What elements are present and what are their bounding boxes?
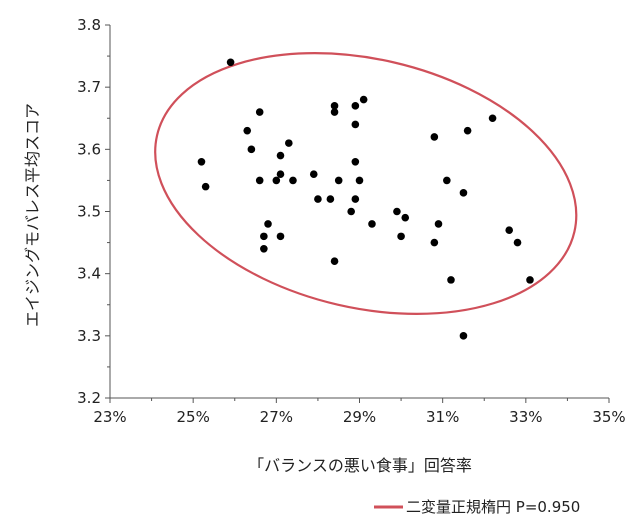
- data-point: [334, 176, 343, 185]
- x-tick-label: 35%: [592, 408, 625, 426]
- data-point: [276, 170, 285, 178]
- data-point: [330, 257, 339, 266]
- data-point: [330, 102, 339, 110]
- plot-frame: [109, 25, 609, 399]
- data-point: [447, 276, 455, 284]
- data-point: [393, 207, 401, 216]
- data-point: [430, 238, 439, 247]
- ellipse-layer: [154, 52, 578, 315]
- y-axis-ticks: 3.2 3.3 3.4 3.5 3.6 3.7 3.8: [77, 16, 110, 407]
- data-point: [330, 108, 339, 116]
- data-point: [397, 232, 405, 241]
- data-point: [260, 245, 268, 253]
- x-tick-label: 29%: [343, 408, 376, 426]
- data-point: [443, 176, 451, 185]
- y-tick-label: 3.4: [77, 265, 101, 283]
- data-point: [255, 176, 264, 185]
- y-tick-label: 3.6: [77, 140, 101, 158]
- data-point: [201, 182, 210, 191]
- data-point: [488, 114, 497, 123]
- data-point: [285, 139, 293, 147]
- y-axis-label: エイジングモバレス平均スコア: [23, 103, 42, 327]
- y-tick-label: 3.5: [77, 203, 101, 221]
- data-point: [226, 58, 235, 67]
- data-point: [513, 238, 522, 247]
- data-point: [526, 276, 534, 284]
- y-tick-label: 3.8: [77, 16, 101, 34]
- data-point: [243, 126, 252, 135]
- x-tick-label: 33%: [509, 408, 542, 426]
- data-point: [351, 157, 360, 166]
- data-point: [351, 102, 360, 110]
- data-point: [351, 120, 360, 129]
- x-tick-label: 27%: [260, 408, 293, 426]
- data-point: [272, 176, 281, 185]
- data-point: [289, 176, 297, 185]
- legend-label: 二変量正規楕円 P=0.950: [406, 498, 580, 516]
- data-point: [309, 170, 318, 178]
- x-tick-label: 23%: [93, 408, 126, 426]
- y-tick-label: 3.3: [77, 327, 101, 345]
- data-point: [276, 151, 285, 160]
- data-point: [264, 220, 272, 228]
- x-axis-label: 「バランスの悪い食事」回答率: [248, 456, 472, 475]
- legend: 二変量正規楕円 P=0.950: [374, 498, 580, 516]
- y-tick-label: 3.2: [77, 389, 101, 407]
- data-point: [314, 195, 322, 203]
- data-point: [347, 207, 355, 216]
- y-tick-label: 3.7: [77, 78, 101, 96]
- data-point: [276, 232, 285, 241]
- data-point: [247, 145, 256, 154]
- data-point: [368, 220, 376, 228]
- data-point: [326, 195, 335, 203]
- data-point: [505, 226, 513, 234]
- data-point: [355, 176, 364, 185]
- x-tick-label: 25%: [176, 408, 209, 426]
- data-point: [463, 126, 472, 135]
- data-point: [459, 332, 468, 340]
- data-point: [430, 133, 439, 141]
- data-point: [401, 213, 410, 222]
- x-axis-ticks: 23% 25% 27% 29% 31% 33% 35%: [93, 398, 626, 426]
- data-point: [434, 220, 443, 228]
- data-point: [260, 232, 268, 241]
- data-point: [459, 189, 468, 197]
- data-point: [351, 195, 360, 203]
- data-point: [359, 95, 368, 104]
- data-point: [255, 108, 264, 116]
- data-point: [197, 157, 206, 166]
- confidence-ellipse: [154, 52, 578, 315]
- x-tick-label: 31%: [426, 408, 459, 426]
- points-layer: [197, 58, 534, 340]
